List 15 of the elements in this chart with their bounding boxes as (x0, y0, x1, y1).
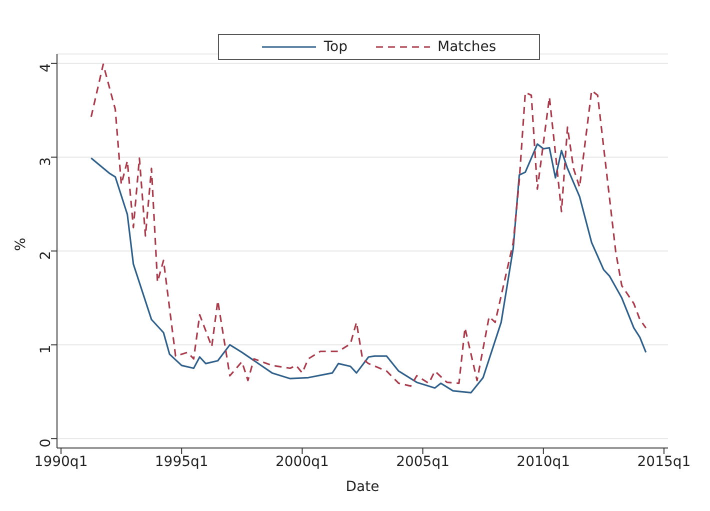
legend-label: Matches (436, 39, 496, 55)
x-axis-title: Date (346, 479, 380, 495)
y-tick-label: 3 (38, 157, 54, 166)
x-tick-label: 2010q1 (516, 454, 570, 470)
y-tick-label: 1 (38, 344, 54, 354)
x-tick-label: 2000q1 (275, 454, 329, 470)
y-axis-title: % (12, 238, 29, 251)
y-tick-label: 0 (38, 438, 54, 448)
x-tick-label: 2015q1 (637, 454, 691, 470)
x-tick-label: 1995q1 (154, 454, 208, 470)
legend-label: Top (322, 39, 348, 55)
y-tick-label: 2 (38, 251, 54, 260)
x-tick-label: 1990q1 (34, 454, 88, 470)
y-tick-label: 4 (38, 63, 54, 72)
x-tick-label: 2005q1 (396, 454, 450, 470)
